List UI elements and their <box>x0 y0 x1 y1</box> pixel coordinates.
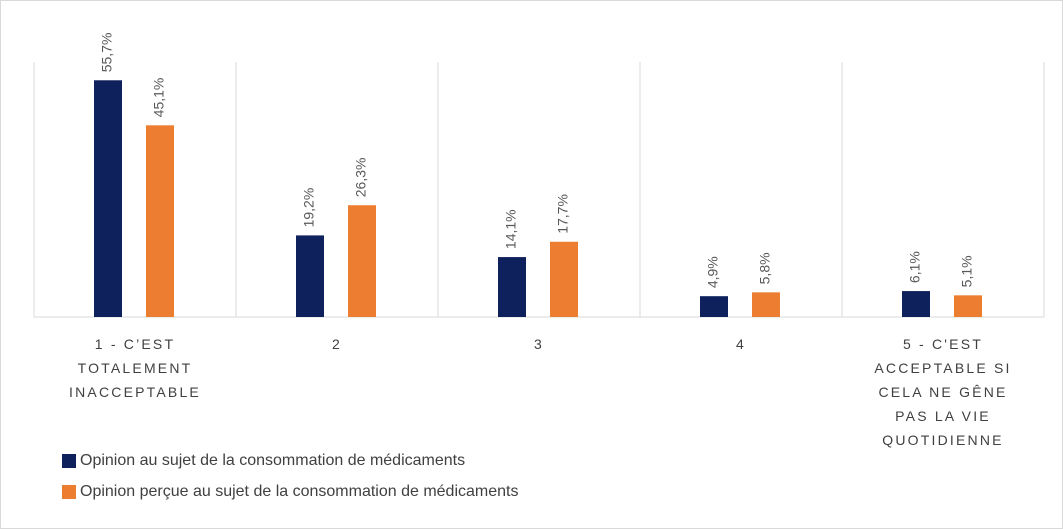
x-tick-label: 3 <box>534 336 544 352</box>
bar <box>296 235 324 317</box>
value-label: 26,3% <box>353 158 369 198</box>
legend-swatch <box>62 485 76 499</box>
bar <box>498 257 526 317</box>
value-label: 5,8% <box>757 252 773 284</box>
x-tick-label: 4 <box>736 336 746 352</box>
bar <box>348 205 376 317</box>
legend-swatch <box>62 454 76 468</box>
value-label: 17,7% <box>555 194 571 234</box>
legend-item: Opinion au sujet de la consommation de m… <box>62 452 465 470</box>
value-label: 19,2% <box>301 188 317 228</box>
value-label: 6,1% <box>907 251 923 283</box>
value-label: 55,7% <box>99 33 115 73</box>
bar <box>752 292 780 317</box>
legend-label: Opinion perçue au sujet de la consommati… <box>80 483 519 500</box>
x-tick-label: 5 - C'EST ACCEPTABLE SI CELA NE GÊNE PAS… <box>874 336 1012 448</box>
value-label: 45,1% <box>151 78 167 118</box>
bar <box>902 291 930 317</box>
bar <box>94 80 122 318</box>
value-label: 14,1% <box>503 209 519 249</box>
legend-item: Opinion perçue au sujet de la consommati… <box>62 483 518 501</box>
x-tick-label: 1 - C’EST TOTALEMENT INACCEPTABLE <box>69 336 201 400</box>
value-label: 4,9% <box>705 256 721 288</box>
bar <box>146 125 174 317</box>
bar <box>700 296 728 317</box>
value-label: 5,1% <box>959 255 975 287</box>
x-tick-label: 2 <box>332 336 342 352</box>
bar <box>550 241 578 317</box>
legend-label: Opinion au sujet de la consommation de m… <box>80 452 466 469</box>
bar <box>954 295 982 317</box>
